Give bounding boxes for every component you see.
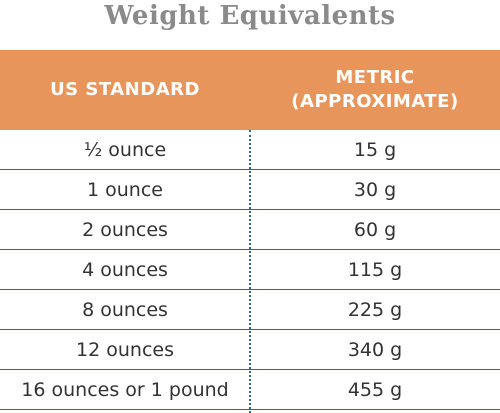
- weight-equivalents-table: US STANDARD METRIC (APPROXIMATE) ½ ounce…: [0, 50, 500, 413]
- us-standard-cell: 12 ounces: [76, 339, 174, 361]
- table-header: US STANDARD METRIC (APPROXIMATE): [0, 50, 500, 130]
- metric-cell: 340 g: [347, 339, 403, 361]
- us-standard-cell: 8 ounces: [82, 299, 168, 321]
- us-standard-cell: 16 ounces or 1 pound: [21, 379, 229, 401]
- table-row: 16 ounces or 1 pound 455 g: [0, 370, 500, 410]
- column-divider: [249, 130, 251, 413]
- metric-cell: 15 g: [353, 139, 397, 161]
- header-us-standard: US STANDARD: [50, 79, 200, 100]
- metric-cell: 60 g: [353, 219, 397, 241]
- metric-cell: 115 g: [347, 259, 403, 281]
- metric-cell: 455 g: [347, 379, 403, 401]
- header-metric: METRIC (APPROXIMATE): [291, 67, 459, 112]
- metric-cell: 30 g: [353, 179, 397, 201]
- us-standard-cell: 1 ounce: [87, 179, 163, 201]
- metric-cell: 225 g: [347, 299, 403, 321]
- us-standard-cell: 4 ounces: [82, 259, 168, 281]
- table-row: 12 ounces 340 g: [0, 330, 500, 370]
- page-title: Weight Equivalents: [104, 1, 396, 31]
- us-standard-cell: ½ ounce: [83, 139, 167, 161]
- us-standard-cell: 2 ounces: [82, 219, 168, 241]
